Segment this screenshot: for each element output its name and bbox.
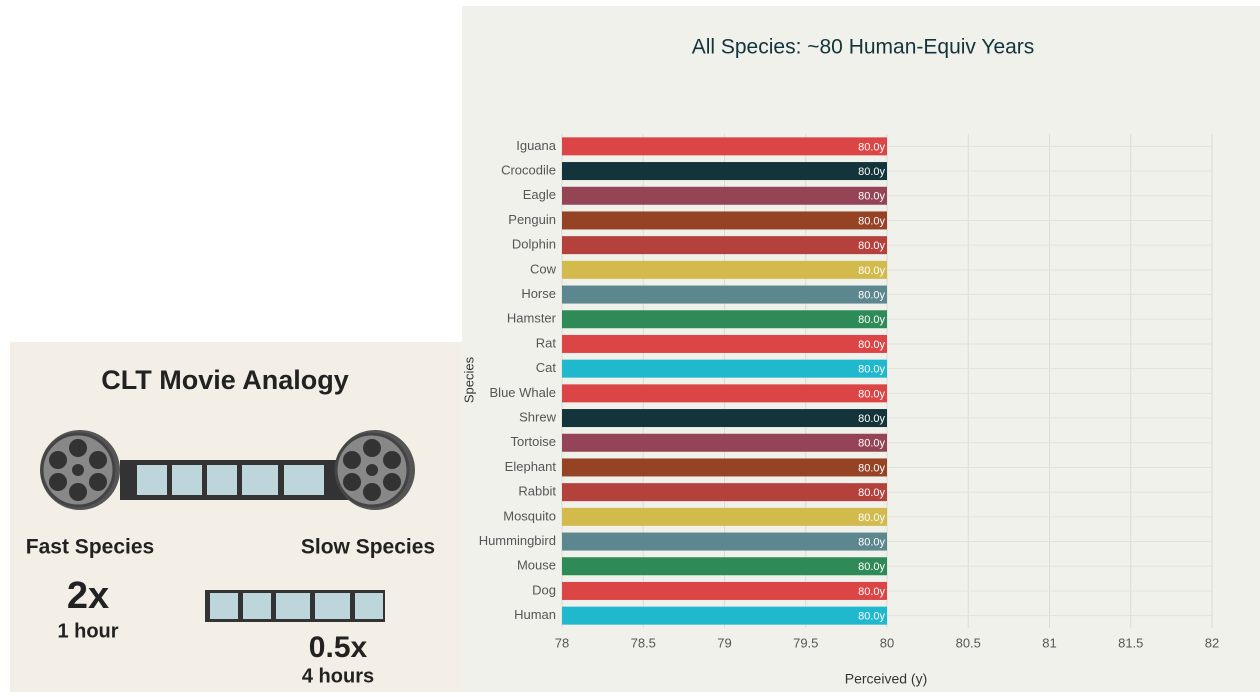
y-tick-label: Eagle bbox=[523, 187, 556, 202]
value-label: 80.0y bbox=[858, 314, 885, 326]
analogy-title: CLT Movie Analogy bbox=[101, 365, 349, 395]
film-reel-left bbox=[40, 430, 120, 510]
x-tick-label: 78.5 bbox=[631, 635, 656, 650]
film-reel-right bbox=[335, 430, 415, 510]
fast-time: 1 hour bbox=[57, 620, 118, 642]
value-label: 80.0y bbox=[858, 339, 885, 351]
bar bbox=[562, 582, 887, 600]
bar bbox=[562, 409, 887, 427]
page: CLT Movie Analogy Fast Species Slow Spec… bbox=[0, 0, 1260, 692]
bar bbox=[562, 607, 887, 625]
bar bbox=[562, 360, 887, 378]
bar bbox=[562, 261, 887, 279]
value-label: 80.0y bbox=[858, 438, 885, 450]
value-label: 80.0y bbox=[858, 166, 885, 178]
y-tick-label: Shrew bbox=[519, 409, 556, 424]
y-tick-label: Penguin bbox=[508, 212, 556, 227]
bar bbox=[562, 458, 887, 476]
y-tick-label: Mouse bbox=[517, 558, 556, 573]
y-tick-label: Hummingbird bbox=[479, 533, 556, 548]
bar bbox=[562, 236, 887, 254]
bar bbox=[562, 384, 887, 402]
bar bbox=[562, 508, 887, 526]
bar bbox=[562, 483, 887, 501]
bar bbox=[562, 434, 887, 452]
bar bbox=[562, 310, 887, 328]
value-label: 80.0y bbox=[858, 141, 885, 153]
y-tick-label: Iguana bbox=[516, 138, 557, 153]
bar bbox=[562, 533, 887, 551]
slow-time: 4 hours bbox=[302, 665, 374, 687]
y-tick-label: Human bbox=[514, 607, 556, 622]
y-tick-label: Cat bbox=[536, 360, 557, 375]
y-tick-label: Rat bbox=[536, 335, 557, 350]
bar bbox=[562, 137, 887, 155]
slow-label: Slow Species bbox=[301, 536, 435, 559]
y-tick-label: Crocodile bbox=[501, 162, 556, 177]
y-tick-label: Elephant bbox=[505, 459, 557, 474]
value-label: 80.0y bbox=[858, 191, 885, 203]
y-tick-label: Tortoise bbox=[510, 434, 556, 449]
value-label: 80.0y bbox=[858, 364, 885, 376]
bar bbox=[562, 211, 887, 229]
bar bbox=[562, 286, 887, 304]
value-label: 80.0y bbox=[858, 561, 885, 573]
x-tick-label: 80.5 bbox=[956, 635, 981, 650]
y-tick-label: Dog bbox=[532, 582, 556, 597]
value-label: 80.0y bbox=[858, 487, 885, 499]
slow-speed: 0.5x bbox=[309, 631, 368, 664]
fast-label: Fast Species bbox=[26, 536, 154, 559]
x-axis-label: Perceived (y) bbox=[845, 671, 927, 687]
bar bbox=[562, 187, 887, 205]
value-label: 80.0y bbox=[858, 611, 885, 623]
fast-speed: 2x bbox=[67, 575, 109, 617]
x-tick-label: 81 bbox=[1042, 635, 1056, 650]
value-label: 80.0y bbox=[858, 240, 885, 252]
y-tick-label: Cow bbox=[530, 261, 557, 276]
value-label: 80.0y bbox=[858, 215, 885, 227]
x-tick-label: 79 bbox=[717, 635, 731, 650]
y-tick-label: Mosquito bbox=[503, 508, 556, 523]
value-label: 80.0y bbox=[858, 265, 885, 277]
value-label: 80.0y bbox=[858, 586, 885, 598]
value-label: 80.0y bbox=[858, 289, 885, 301]
y-axis-label: Species bbox=[461, 356, 476, 403]
bar bbox=[562, 557, 887, 575]
value-label: 80.0y bbox=[858, 462, 885, 474]
bar bbox=[562, 162, 887, 180]
x-tick-label: 78 bbox=[555, 635, 569, 650]
x-tick-label: 82 bbox=[1205, 635, 1219, 650]
y-tick-label: Hamster bbox=[507, 311, 557, 326]
value-label: 80.0y bbox=[858, 388, 885, 400]
canvas: CLT Movie Analogy Fast Species Slow Spec… bbox=[0, 0, 1260, 692]
y-tick-label: Rabbit bbox=[518, 484, 556, 499]
value-label: 80.0y bbox=[858, 413, 885, 425]
bar bbox=[562, 335, 887, 353]
y-tick-label: Blue Whale bbox=[490, 385, 556, 400]
y-tick-label: Dolphin bbox=[512, 237, 556, 252]
x-tick-label: 80 bbox=[880, 635, 894, 650]
x-tick-label: 79.5 bbox=[793, 635, 818, 650]
value-label: 80.0y bbox=[858, 512, 885, 524]
x-tick-label: 81.5 bbox=[1118, 635, 1143, 650]
value-label: 80.0y bbox=[858, 536, 885, 548]
y-tick-label: Horse bbox=[521, 286, 556, 301]
chart-title: All Species: ~80 Human-Equiv Years bbox=[692, 36, 1035, 59]
